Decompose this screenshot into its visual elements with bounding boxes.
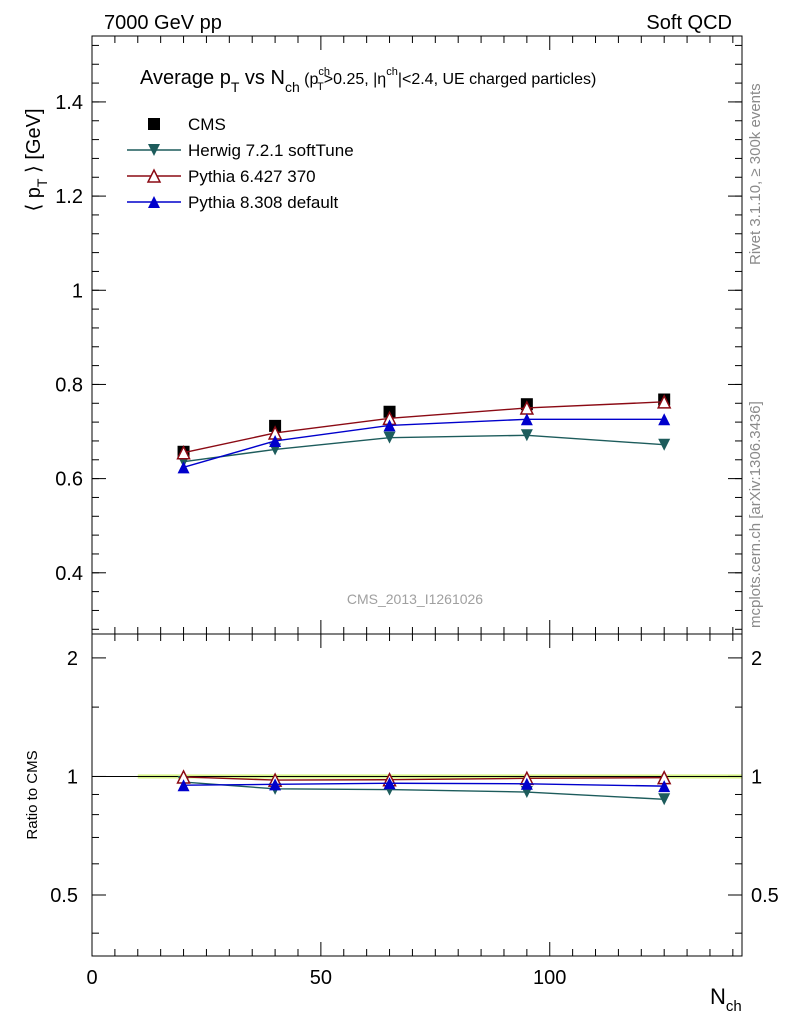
y-tick-label: 1.4: [55, 92, 83, 114]
legend-label: Pythia 6.427 370: [188, 167, 316, 186]
ratio-y-tick-label: 0.5: [50, 885, 78, 907]
ratio-plot-frame: [91, 633, 743, 957]
data-point: [177, 461, 190, 474]
y-tick-label: 0.4: [55, 563, 83, 585]
main-plot: 0.4 0.6 0.8 1 1.2 1.4: [55, 35, 743, 635]
legend: CMS Herwig 7.2.1 softTune Pythia 6.427 370…: [127, 115, 354, 212]
x-axis-label: Nch: [710, 984, 742, 1015]
ratio-data-point: [269, 778, 282, 791]
data-point: [176, 445, 191, 460]
series-line: [183, 434, 665, 463]
analysis-id-watermark: CMS_2013_I1261026: [347, 591, 483, 607]
header-right: Soft QCD: [646, 12, 732, 34]
ratio-y-tick-label-right: 2: [751, 648, 762, 670]
data-point: [658, 413, 671, 426]
main-y-ticks: 0.4 0.6 0.8 1 1.2 1.4: [55, 36, 742, 634]
legend-entry: CMS: [148, 115, 226, 134]
data-point: [269, 434, 282, 447]
legend-entry: Pythia 8.308 default: [127, 193, 339, 212]
legend-label: Pythia 8.308 default: [188, 193, 339, 212]
main-y-axis-label: ⟨ pT ⟩ [GeV]: [23, 108, 50, 211]
rivet-label: Rivet 3.1.10, ≥ 300k events: [747, 83, 764, 265]
ratio-data-point: [658, 780, 671, 793]
plot-title: Average pT vs Nch (pch T>0.25, |ηch|<2.4,…: [140, 66, 596, 95]
data-point: [656, 394, 672, 409]
ratio-series: [176, 769, 672, 806]
legend-marker: [148, 118, 160, 130]
data-point: [383, 431, 396, 444]
legend-label: Herwig 7.2.1 softTune: [188, 141, 354, 160]
series-3: [177, 413, 671, 474]
y-tick-label: 0.8: [55, 374, 83, 396]
y-tick-label: 0.6: [55, 469, 83, 491]
main-series: [176, 393, 672, 474]
ratio-series-0: [177, 776, 671, 806]
series-line: [183, 401, 665, 454]
ratio-series-line: [183, 782, 665, 787]
data-point: [383, 419, 396, 432]
y-tick-label: 1: [72, 280, 83, 302]
ratio-data-point: [177, 779, 190, 792]
ratio-y-axis-label: Ratio to CMS: [24, 750, 41, 839]
series-line: [183, 418, 665, 468]
ratio-ticks: 0.5 0.5 1 1 2 2 0 50 100: [50, 634, 779, 989]
ratio-plot: 0.5 0.5 1 1 2 2 0 50 100: [50, 633, 779, 989]
data-point: [520, 429, 533, 442]
legend-marker: [146, 168, 162, 183]
ratio-y-tick-label: 1: [67, 766, 78, 788]
data-point: [520, 413, 533, 426]
ratio-y-tick-label: 2: [67, 648, 78, 670]
ratio-data-point: [383, 777, 396, 790]
y-tick-label: 1.2: [55, 186, 83, 208]
x-tick-label: 100: [533, 967, 566, 989]
legend-entry: Pythia 6.427 370: [127, 167, 316, 186]
ratio-series-2: [177, 777, 671, 793]
data-point: [658, 438, 671, 451]
x-tick-label: 50: [310, 967, 332, 989]
legend-marker: [148, 144, 160, 156]
legend-marker: [148, 196, 160, 208]
header-left: 7000 GeV pp: [104, 12, 222, 34]
legend-label: CMS: [188, 115, 226, 134]
x-tick-label: 0: [86, 967, 97, 989]
ratio-data-point: [658, 793, 671, 806]
ratio-y-tick-label-right: 0.5: [751, 885, 779, 907]
legend-entry: Herwig 7.2.1 softTune: [127, 141, 354, 160]
mcplots-label: mcplots.cern.ch [arXiv:1306.3436]: [747, 401, 764, 628]
series-2: [176, 394, 672, 460]
ratio-y-tick-label-right: 1: [751, 766, 762, 788]
ratio-data-point: [520, 777, 533, 790]
